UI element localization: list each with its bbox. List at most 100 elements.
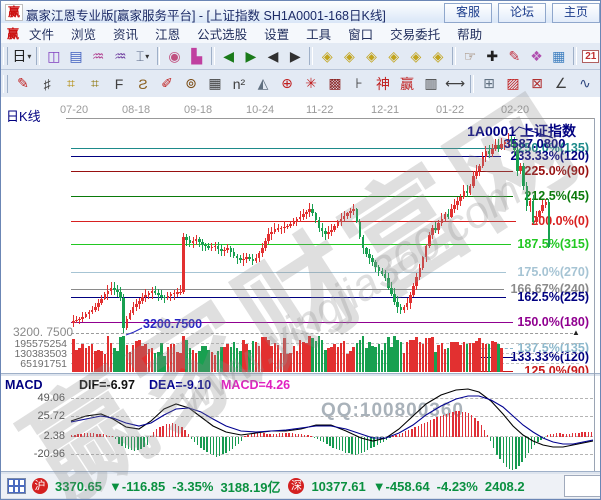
volume-axis-label: 65191751	[20, 358, 67, 370]
shanghai-market-icon[interactable]: 沪	[32, 478, 48, 494]
macd-histogram-bar	[231, 437, 234, 449]
overlay-icon[interactable]: ◫	[47, 47, 61, 64]
macd-histogram-bar	[80, 433, 82, 437]
menu-item-1[interactable]: 浏览	[71, 27, 97, 42]
fan-lines-icon[interactable]: ▨	[506, 75, 520, 91]
shen-tool-icon[interactable]: 神	[376, 75, 390, 92]
ying-tool-icon[interactable]: 赢	[400, 75, 414, 92]
pattern-tool-icon[interactable]: ⊠	[531, 75, 543, 91]
home-button[interactable]: 主页	[552, 3, 600, 23]
gann-star-icon[interactable]: ✳	[305, 75, 317, 91]
next-bar-icon[interactable]: ▶	[289, 47, 301, 64]
info-panel-icon[interactable]: ▤	[69, 47, 83, 64]
volume-bar	[490, 340, 494, 372]
hand-tool-icon[interactable]: ☞	[463, 47, 477, 64]
gann-arrow-2-icon[interactable]: ◈	[343, 47, 355, 64]
candle-body	[427, 234, 431, 247]
price-grid-icon[interactable]: ♯	[43, 75, 51, 92]
angle-tool-icon[interactable]: ◭	[257, 75, 269, 91]
sh-change-value: ▼-116.85	[109, 478, 166, 494]
span-tool-icon[interactable]: ⟷	[444, 75, 466, 91]
chart-area[interactable]: 日K线 07-20 08-18 09-18 10-24 11-22 12-21 01-22 0…	[1, 97, 600, 471]
color-bars-icon[interactable]: ▙	[191, 47, 203, 64]
prev-bar-icon[interactable]: ◀	[267, 47, 279, 64]
menu-item-2[interactable]: 资讯	[113, 27, 139, 42]
marker-icon[interactable]: ⊦	[355, 75, 363, 91]
macd-histogram-bar	[524, 437, 526, 458]
gann-arrow-5-icon[interactable]: ◈	[410, 47, 422, 64]
forum-button[interactable]: 论坛	[498, 3, 546, 23]
spider-web-icon[interactable]: ▩	[328, 75, 342, 91]
gold-grid-a-icon[interactable]: ⌗	[67, 75, 75, 91]
n2-tool-icon[interactable]: n²	[232, 75, 246, 92]
status-input-field[interactable]	[564, 475, 600, 497]
macd-histogram-bar	[149, 435, 152, 437]
wave-tool-icon[interactable]: ∿	[579, 75, 591, 91]
menu-item-7[interactable]: 窗口	[348, 27, 374, 42]
wave-9-icon[interactable]: ♒	[114, 47, 127, 64]
candle-body	[531, 201, 535, 222]
macd-histogram-bar	[508, 437, 511, 469]
toolbar-separator	[210, 47, 215, 65]
count-grid-icon[interactable]: ▥	[424, 75, 438, 91]
gann-target-icon[interactable]: ⊕	[281, 75, 293, 91]
shenzhen-market-icon[interactable]: 深	[288, 478, 305, 494]
macd-axis-label: 25.72	[37, 410, 65, 422]
dense-grid-icon[interactable]: ▦	[208, 75, 222, 91]
service-button[interactable]: 客服	[444, 3, 492, 23]
menu-item-9[interactable]: 帮助	[457, 27, 483, 42]
wave-3-icon[interactable]: ♒	[91, 47, 105, 64]
ruler-pen-icon[interactable]: ✐	[161, 75, 173, 91]
macd-histogram-bar	[521, 437, 523, 463]
candle-body	[194, 239, 198, 242]
crosshair-icon[interactable]: ✚	[486, 47, 499, 64]
period-daily-button[interactable]: 日 ▾	[12, 48, 32, 64]
candle-body	[150, 291, 154, 294]
last-bar-icon[interactable]: ▶	[245, 47, 257, 64]
annotate-icon[interactable]: ✎	[508, 47, 521, 64]
toolbar-grip[interactable]	[3, 74, 8, 93]
menu-item-3[interactable]: 江恩	[155, 27, 181, 42]
volume-bar	[434, 351, 437, 372]
scroll-marker-icon[interactable]: ▲	[572, 328, 580, 337]
candle-body	[166, 296, 170, 299]
frame-tool-icon[interactable]: ⊞	[483, 75, 495, 91]
kline-pane[interactable]: 250.0%(135) 233.33%(120) 225.0%(90) 212.5%(…	[1, 119, 600, 373]
gann-arrow-6-icon[interactable]: ◈	[432, 47, 444, 64]
compass-icon[interactable]: ⊚	[185, 75, 197, 91]
cube-tool-icon[interactable]: ▦	[552, 47, 566, 64]
volume-bar	[194, 352, 198, 372]
menu-item-4[interactable]: 公式选股	[197, 27, 248, 42]
calendar-21-icon[interactable]: 21	[581, 46, 600, 67]
gann-line	[71, 244, 511, 245]
rose-chart-icon[interactable]: ◉	[168, 47, 181, 64]
candle-body	[169, 294, 173, 297]
volume-bar	[245, 343, 248, 372]
gann-arrow-4-icon[interactable]: ◈	[388, 47, 400, 64]
candle-body	[506, 138, 510, 143]
volume-bar	[317, 336, 321, 372]
menu-item-5[interactable]: 设置	[264, 27, 290, 42]
toolbar-grip[interactable]	[3, 47, 8, 65]
menu-item-8[interactable]: 交易委托	[390, 27, 441, 42]
macd-pane[interactable]: MACD DIF=-6.97 DEA=-9.10 MACD=4.26 QQ:10…	[1, 376, 600, 471]
brush-icon[interactable]: ✎	[17, 75, 29, 91]
flag-tool-icon[interactable]: ❖	[530, 47, 543, 64]
first-bar-icon[interactable]: ◀	[223, 47, 235, 64]
menu-item-0[interactable]: 文件	[29, 27, 55, 42]
candle-body	[301, 214, 305, 217]
pane-divider[interactable]	[1, 373, 600, 377]
macd-histogram-bar	[209, 437, 211, 454]
angle2-tool-icon[interactable]: ∠	[554, 75, 568, 91]
gann-arrow-3-icon[interactable]: ◈	[366, 47, 377, 64]
macd-histogram-bar	[351, 437, 353, 455]
quote-table-icon[interactable]	[7, 478, 26, 494]
fib-fan-icon[interactable]: F	[114, 75, 124, 92]
gold-grid-b-icon[interactable]: ⌗	[91, 75, 99, 91]
gann-arrow-1-icon[interactable]: ◈	[321, 47, 333, 64]
spiral-icon[interactable]: Ƨ	[138, 75, 148, 92]
toolbar-separator	[309, 47, 314, 65]
menu-item-6[interactable]: 工具	[306, 27, 332, 42]
macd-histogram-bar	[222, 437, 224, 455]
chip-dist-icon[interactable]: ⌶ ▾	[135, 47, 150, 64]
